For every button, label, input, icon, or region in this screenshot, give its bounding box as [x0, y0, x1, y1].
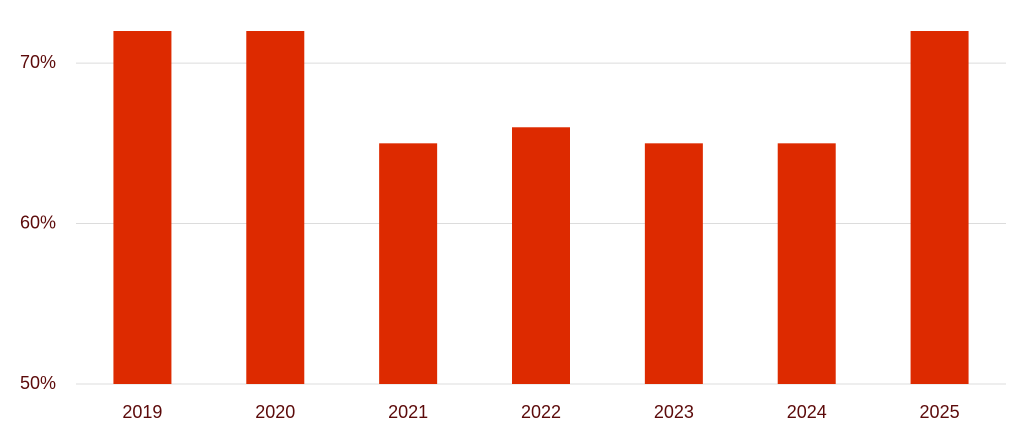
- x-tick-label: 2025: [920, 402, 960, 422]
- bar: [910, 31, 969, 384]
- x-tick-label: 2024: [787, 402, 827, 422]
- x-tick-label: 2023: [654, 402, 694, 422]
- bar: [512, 127, 570, 384]
- y-tick-label: 60%: [20, 212, 56, 232]
- x-tick-label: 2021: [388, 402, 428, 422]
- x-tick-label: 2022: [521, 402, 561, 422]
- bar: [777, 143, 836, 384]
- y-tick-label: 70%: [20, 52, 56, 72]
- bar: [246, 31, 305, 384]
- x-tick-label: 2019: [122, 402, 162, 422]
- bar: [644, 143, 703, 384]
- bar: [113, 31, 172, 384]
- y-tick-label: 50%: [20, 373, 56, 393]
- x-tick-label: 2020: [255, 402, 295, 422]
- bar: [379, 143, 438, 384]
